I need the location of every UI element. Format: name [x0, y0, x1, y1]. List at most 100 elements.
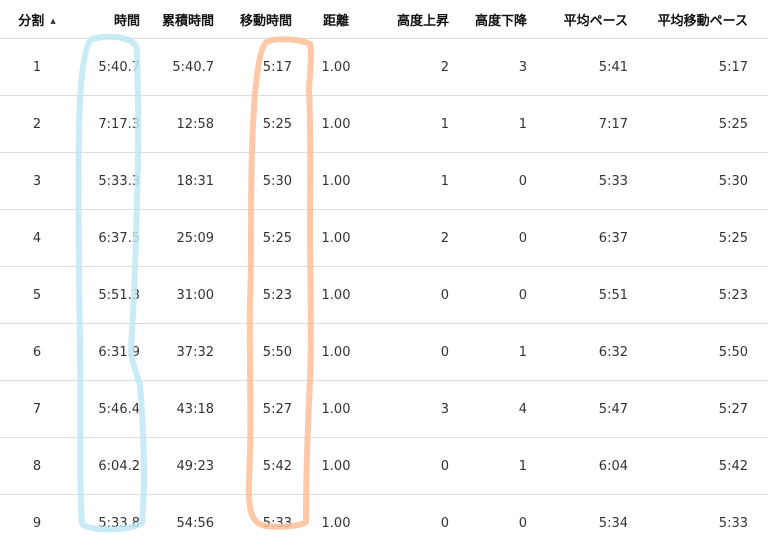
time-cell: 5:33.3	[74, 153, 148, 210]
avg-moving-pace-cell: 5:23	[636, 267, 768, 324]
avg-pace-cell: 5:51	[547, 267, 636, 324]
elevation-loss-cell: 1	[457, 96, 547, 153]
moving-time-cell: 5:17	[222, 39, 306, 96]
avg-moving-pace-cell: 5:25	[636, 210, 768, 267]
moving-time-cell: 5:25	[222, 96, 306, 153]
cumulative-time-cell: 5:40.7	[148, 39, 222, 96]
column-header-label: 平均ペース	[564, 14, 628, 29]
avg-pace-cell: 5:34	[547, 495, 636, 551]
cumulative-time-cell: 49:23	[148, 438, 222, 495]
distance-cell: 1.00	[306, 96, 366, 153]
column-header-label: 分割	[18, 14, 44, 29]
avg-pace-cell: 5:41	[547, 39, 636, 96]
column-header-elevation-gain[interactable]: 高度上昇	[366, 0, 457, 39]
split-number-cell: 4	[0, 210, 74, 267]
elevation-gain-cell: 1	[366, 153, 457, 210]
column-header-avg-pace[interactable]: 平均ペース	[547, 0, 636, 39]
elevation-loss-cell: 1	[457, 324, 547, 381]
column-header-elevation-loss[interactable]: 高度下降	[457, 0, 547, 39]
avg-moving-pace-cell: 5:25	[636, 96, 768, 153]
cumulative-time-cell: 31:00	[148, 267, 222, 324]
avg-moving-pace-cell: 5:17	[636, 39, 768, 96]
elevation-loss-cell: 3	[457, 39, 547, 96]
column-header-avg-moving-pace[interactable]: 平均移動ペース	[636, 0, 768, 39]
distance-cell: 1.00	[306, 210, 366, 267]
split-number-cell: 5	[0, 267, 74, 324]
cumulative-time-cell: 54:56	[148, 495, 222, 551]
cumulative-time-cell: 12:58	[148, 96, 222, 153]
avg-moving-pace-cell: 5:33	[636, 495, 768, 551]
avg-pace-cell: 5:33	[547, 153, 636, 210]
avg-moving-pace-cell: 5:50	[636, 324, 768, 381]
cumulative-time-cell: 18:31	[148, 153, 222, 210]
column-header-label: 距離	[323, 14, 349, 29]
split-number-cell: 7	[0, 381, 74, 438]
time-cell: 5:33.8	[74, 495, 148, 551]
elevation-gain-cell: 0	[366, 267, 457, 324]
column-header-label: 平均移動ペース	[658, 14, 748, 29]
avg-pace-cell: 6:32	[547, 324, 636, 381]
moving-time-cell: 5:25	[222, 210, 306, 267]
time-cell: 6:04.2	[74, 438, 148, 495]
table-header-row: 分割▲ 時間 累積時間 移動時間 距離 高度上昇 高度下降 平均ペース 平均移動…	[0, 0, 768, 39]
split-number-cell: 6	[0, 324, 74, 381]
avg-pace-cell: 6:04	[547, 438, 636, 495]
avg-moving-pace-cell: 5:42	[636, 438, 768, 495]
cumulative-time-cell: 43:18	[148, 381, 222, 438]
time-cell: 6:37.5	[74, 210, 148, 267]
avg-moving-pace-cell: 5:30	[636, 153, 768, 210]
distance-cell: 1.00	[306, 438, 366, 495]
elevation-gain-cell: 0	[366, 438, 457, 495]
elevation-gain-cell: 2	[366, 210, 457, 267]
distance-cell: 1.00	[306, 153, 366, 210]
cumulative-time-cell: 25:09	[148, 210, 222, 267]
distance-cell: 1.00	[306, 267, 366, 324]
moving-time-cell: 5:42	[222, 438, 306, 495]
moving-time-cell: 5:33	[222, 495, 306, 551]
elevation-gain-cell: 3	[366, 381, 457, 438]
cumulative-time-cell: 37:32	[148, 324, 222, 381]
time-cell: 5:40.7	[74, 39, 148, 96]
time-cell: 7:17.3	[74, 96, 148, 153]
elevation-loss-cell: 4	[457, 381, 547, 438]
column-header-label: 移動時間	[240, 14, 292, 29]
time-cell: 6:31.9	[74, 324, 148, 381]
column-header-label: 時間	[114, 14, 140, 29]
split-number-cell: 2	[0, 96, 74, 153]
distance-cell: 1.00	[306, 324, 366, 381]
column-header-label: 高度下降	[475, 14, 527, 29]
split-number-cell: 1	[0, 39, 74, 96]
distance-cell: 1.00	[306, 495, 366, 551]
moving-time-cell: 5:50	[222, 324, 306, 381]
moving-time-cell: 5:23	[222, 267, 306, 324]
avg-pace-cell: 6:37	[547, 210, 636, 267]
column-header-label: 累積時間	[162, 14, 214, 29]
elevation-loss-cell: 0	[457, 210, 547, 267]
distance-cell: 1.00	[306, 39, 366, 96]
moving-time-cell: 5:30	[222, 153, 306, 210]
column-header-time[interactable]: 時間	[74, 0, 148, 39]
elevation-loss-cell: 0	[457, 267, 547, 324]
elevation-gain-cell: 2	[366, 39, 457, 96]
avg-moving-pace-cell: 5:27	[636, 381, 768, 438]
elevation-loss-cell: 0	[457, 153, 547, 210]
column-header-moving-time[interactable]: 移動時間	[222, 0, 306, 39]
column-header-label: 高度上昇	[397, 14, 449, 29]
elevation-gain-cell: 1	[366, 96, 457, 153]
column-header-cumulative-time[interactable]: 累積時間	[148, 0, 222, 39]
column-header-distance[interactable]: 距離	[306, 0, 366, 39]
column-header-split[interactable]: 分割▲	[0, 0, 74, 39]
elevation-loss-cell: 0	[457, 495, 547, 551]
time-cell: 5:46.4	[74, 381, 148, 438]
